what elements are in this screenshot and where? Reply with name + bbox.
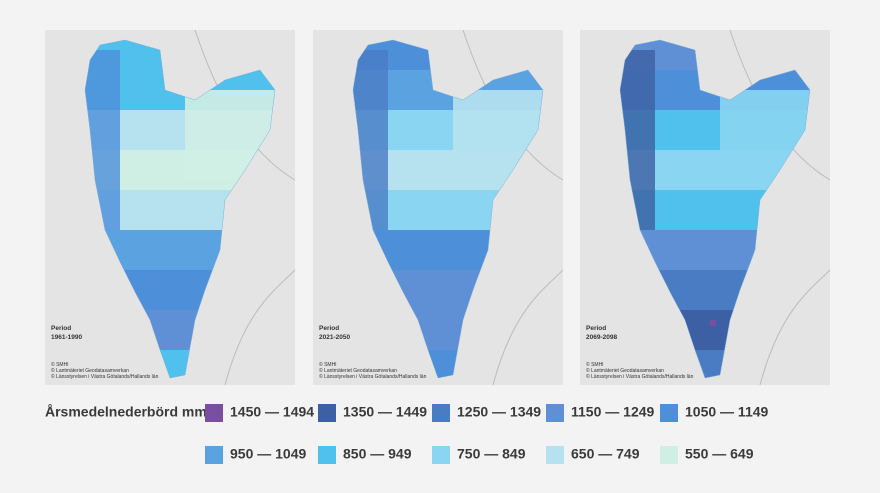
legend-swatch — [546, 446, 564, 464]
map-panel: Period 1961-1990 © SMHI© Lantmäteriet Geod… — [45, 29, 296, 386]
legend-label: 1250 — 1349 — [457, 404, 541, 420]
credit: © Länsstyrelsen i Västra Götalands/Halla… — [319, 373, 427, 380]
legend-swatch — [432, 446, 450, 464]
period-value: 1961-1990 — [51, 334, 82, 341]
precip-peak — [710, 320, 716, 326]
legend-label: 1050 — 1149 — [685, 404, 769, 420]
period-label: Period — [51, 325, 71, 332]
credit: © SMHI — [586, 361, 604, 368]
legend-swatch — [318, 446, 336, 464]
legend-label: 1450 — 1494 — [230, 404, 314, 420]
credit: © Länsstyrelsen i Västra Götalands/Halla… — [586, 373, 694, 380]
period-value: 2069-2098 — [586, 334, 617, 341]
legend-swatch — [432, 404, 450, 422]
legend-swatch — [205, 404, 223, 422]
period-value: 2021-2050 — [319, 334, 350, 341]
map-panel: Period 2069-2098 © SMHI© Lantmäteriet Geod… — [580, 29, 831, 386]
legend-swatch — [660, 404, 678, 422]
legend-label: 850 — 949 — [343, 446, 412, 462]
legend-swatch — [546, 404, 564, 422]
legend-label: 550 — 649 — [685, 446, 754, 462]
credit: © Länsstyrelsen i Västra Götalands/Halla… — [51, 373, 159, 380]
credit: © SMHI — [51, 361, 69, 368]
credit: © Lantmäteriet Geodatasamverkan — [51, 367, 129, 374]
legend-swatch — [318, 404, 336, 422]
period-label: Period — [319, 325, 339, 332]
credit: © Lantmäteriet Geodatasamverkan — [586, 367, 664, 374]
legend-title: Årsmedelnederbörd mm — [45, 404, 207, 420]
legend-label: 650 — 749 — [571, 446, 640, 462]
legend-label: 750 — 849 — [457, 446, 526, 462]
credit: © SMHI — [319, 361, 337, 368]
legend-label: 1150 — 1249 — [571, 404, 655, 420]
legend-label: 1350 — 1449 — [343, 404, 427, 420]
legend-swatch — [660, 446, 678, 464]
map-panel: Period 2021-2050 © SMHI© Lantmäteriet Geod… — [313, 29, 564, 386]
legend-swatch — [205, 446, 223, 464]
credit: © Lantmäteriet Geodatasamverkan — [319, 367, 397, 374]
legend-label: 950 — 1049 — [230, 446, 306, 462]
period-label: Period — [586, 325, 606, 332]
